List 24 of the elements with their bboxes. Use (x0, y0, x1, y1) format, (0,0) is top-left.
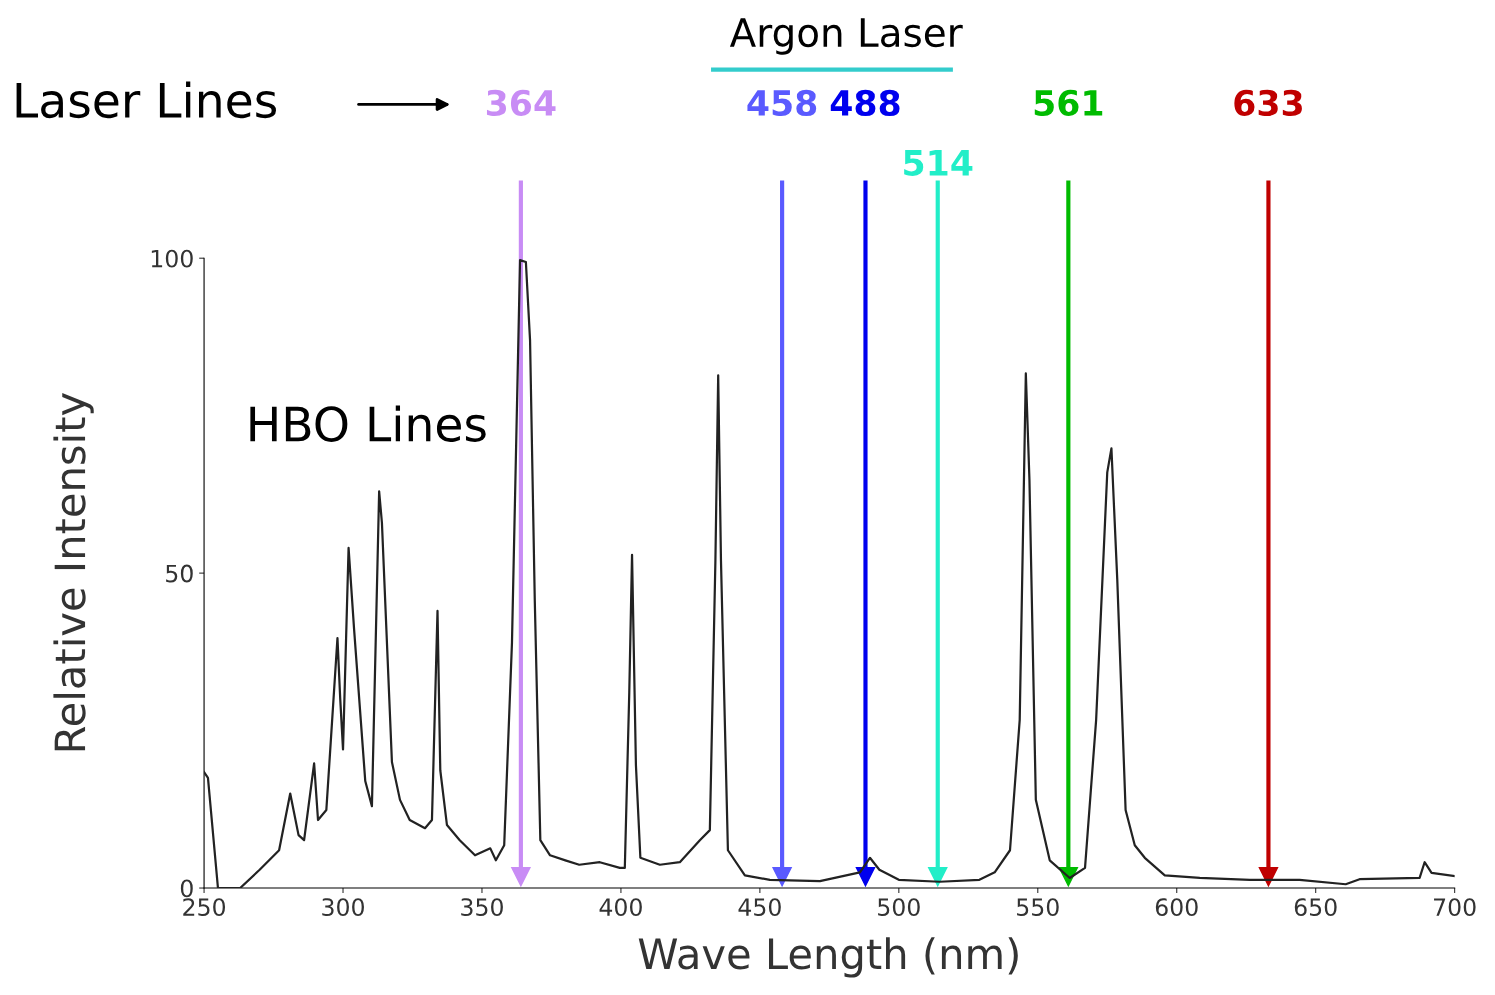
x-tick-label: 300 (322, 898, 364, 917)
ref-line-label: 364 (486, 89, 556, 117)
x-tick-label: 400 (599, 898, 642, 917)
y-tick-label: 50 (166, 564, 193, 583)
x-tick-label: 650 (1294, 898, 1337, 917)
x-tick-label: 500 (878, 898, 920, 917)
y-axis-title: Relative Intensity (53, 393, 94, 751)
ref-line-label: 488 (830, 89, 900, 117)
annotation: HBO Lines (250, 405, 486, 442)
x-tick-label: 450 (738, 898, 781, 917)
y-tick-label: 0 (180, 879, 193, 898)
x-tick-label: 600 (1155, 898, 1198, 917)
text: Laser Lines (16, 81, 276, 119)
x-tick-label: 700 (1434, 898, 1476, 917)
x-axis-title: Wave Length (nm) (638, 937, 1018, 978)
ref-line-label: 458 (747, 89, 817, 117)
y-tick-label: 100 (151, 249, 193, 268)
x-tick-label: 550 (1017, 898, 1059, 917)
ref-line-label: 561 (1034, 89, 1103, 117)
x-tick-label: 250 (183, 898, 226, 917)
ref-line-label: 633 (1234, 89, 1302, 117)
text: Argon Laser (729, 18, 963, 55)
x-tick-label: 350 (461, 898, 503, 917)
ref-line-label: 514 (904, 150, 973, 176)
